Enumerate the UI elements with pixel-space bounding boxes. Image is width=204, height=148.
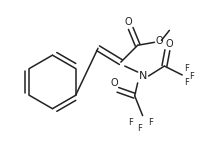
Text: N: N	[139, 71, 147, 81]
Text: O: O	[166, 39, 173, 49]
Text: O: O	[110, 78, 118, 88]
Text: F: F	[184, 63, 189, 73]
Text: F: F	[137, 124, 142, 133]
Text: F: F	[184, 78, 189, 87]
Text: F: F	[148, 118, 153, 127]
Text: O: O	[125, 17, 133, 28]
Text: F: F	[189, 73, 194, 81]
Text: F: F	[128, 118, 133, 127]
Text: O: O	[155, 36, 163, 46]
